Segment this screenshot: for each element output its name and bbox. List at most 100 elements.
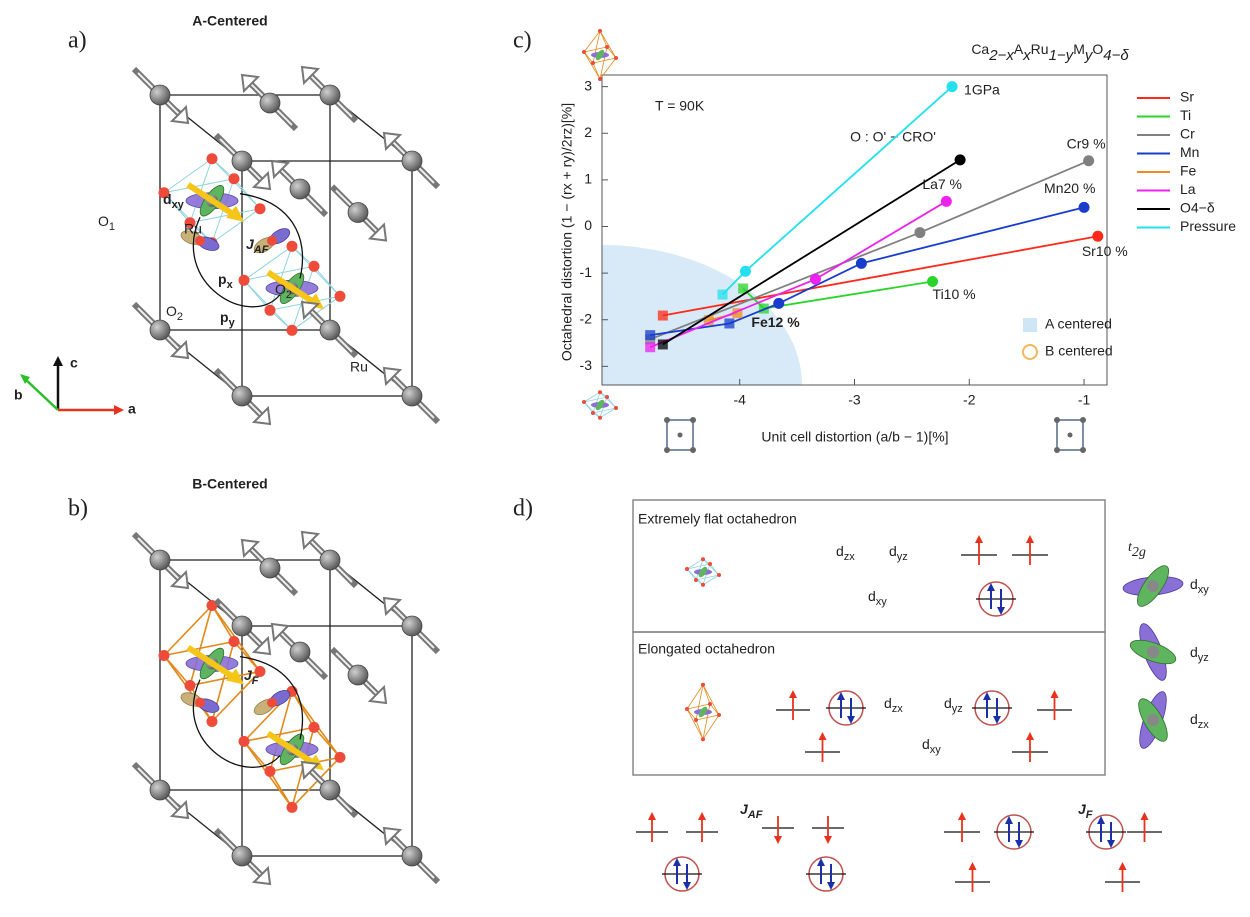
point xyxy=(645,342,655,352)
x-tick-label: -1 xyxy=(1078,392,1091,408)
orbital-label-main: d xyxy=(868,588,876,604)
arrow-head xyxy=(648,812,656,820)
orbital-label-main: d xyxy=(1190,711,1198,727)
octahedron-edge xyxy=(314,266,340,296)
oxygen-atom xyxy=(309,722,320,733)
ru-atom xyxy=(232,151,252,171)
ru-atom xyxy=(320,320,340,340)
mini-edge xyxy=(687,709,696,720)
ru-atom xyxy=(402,616,422,636)
octahedron-edge xyxy=(244,280,270,310)
end-label: Mn20 % xyxy=(1044,180,1095,196)
ru-atom xyxy=(260,558,280,578)
legend-label: A centered xyxy=(1045,316,1112,332)
oxygen-atom xyxy=(229,173,240,184)
cell-icon-atom xyxy=(1054,447,1060,453)
orbital-label-sub: xy xyxy=(876,596,888,608)
axis-label: a xyxy=(128,401,136,417)
y-tick-label: 2 xyxy=(584,124,592,140)
coupling-label-sub: AF xyxy=(747,809,763,821)
coupling-label: JF xyxy=(1078,801,1093,821)
t2g-label-sub: 2g xyxy=(1132,545,1146,560)
legend-label: La xyxy=(1180,181,1196,197)
orbital-label-main: d xyxy=(922,736,930,752)
layer: a)A-CentereddxyO1RuJAFpxO2O2pyRucbab)B-C… xyxy=(14,13,1236,892)
mini-atom xyxy=(717,713,721,717)
orbital-label: dzx xyxy=(1190,711,1209,731)
legend-label: Cr xyxy=(1180,126,1195,142)
mini-edge xyxy=(710,564,719,575)
orbital-label-sub: yz xyxy=(952,703,963,715)
orbital-label-sub: zx xyxy=(1198,719,1210,731)
legend-label: Sr xyxy=(1180,89,1194,105)
spin xyxy=(242,540,296,594)
atom-label-sub: 2 xyxy=(286,289,292,301)
ru-atom xyxy=(348,665,368,685)
spin xyxy=(216,600,270,654)
orbital-label: py xyxy=(220,309,236,329)
axis-label: b xyxy=(14,387,23,403)
arrow-head xyxy=(1051,690,1059,698)
cell-icon-atom xyxy=(1054,417,1060,423)
axis-head xyxy=(114,405,124,415)
orbital-label: dxy xyxy=(868,588,887,608)
point xyxy=(955,154,966,165)
legend-label: Pressure xyxy=(1180,218,1236,234)
series-line xyxy=(723,87,953,295)
figure: a)A-CentereddxyO1RuJAFpxO2O2pyRucbab)B-C… xyxy=(0,0,1250,917)
mini-atom xyxy=(582,50,586,54)
spin xyxy=(216,370,270,424)
arrow-head xyxy=(1119,862,1127,870)
orbital-label-main: d xyxy=(944,695,952,711)
legend-label: B centered xyxy=(1045,343,1113,359)
orbital-label: dxy xyxy=(163,191,185,211)
atom-label-main: O xyxy=(166,303,177,319)
mini-edge xyxy=(703,685,710,704)
arrow-head xyxy=(958,812,966,820)
point xyxy=(810,274,821,285)
oxygen-atom xyxy=(185,680,196,691)
panel-label: d) xyxy=(513,496,533,522)
axis-head xyxy=(53,356,63,366)
cell-icon-atom xyxy=(678,433,683,438)
spin xyxy=(242,75,296,129)
mini-atom xyxy=(708,702,712,706)
panel-title: B-Centered xyxy=(192,476,267,492)
oxygen-atom xyxy=(159,650,170,661)
box-title: Elongated octahedron xyxy=(638,641,775,657)
cell-icon-atom xyxy=(664,417,670,423)
orbital-core xyxy=(1147,580,1159,592)
orbital-core xyxy=(1147,714,1159,726)
atom-label: Ru xyxy=(184,221,202,237)
box-title: Extremely flat octahedron xyxy=(638,511,797,527)
point xyxy=(658,339,668,349)
mini-atom xyxy=(694,718,698,722)
x-axis-label: Unit cell distortion (a/b − 1)[%] xyxy=(761,429,948,445)
orbital-label-sub: zx xyxy=(892,703,904,715)
mini-atom xyxy=(614,56,618,60)
end-label: Fe12 % xyxy=(751,314,800,330)
legend-label: Mn xyxy=(1180,144,1199,160)
point xyxy=(856,258,867,269)
spin xyxy=(302,532,356,586)
arrow-head xyxy=(1141,812,1149,820)
arrow-head xyxy=(789,690,797,698)
mini-edge xyxy=(593,63,600,79)
end-label: O : O' − CRO' xyxy=(850,129,936,145)
orbital-label-main: d xyxy=(884,695,892,711)
spin xyxy=(384,598,438,652)
ru-atom xyxy=(150,85,170,105)
ru-atom xyxy=(348,203,368,223)
legend-label: Fe xyxy=(1180,163,1197,179)
point xyxy=(914,227,925,238)
oxygen-atom xyxy=(267,236,277,246)
spin xyxy=(332,187,386,241)
end-label: Cr9 % xyxy=(1067,135,1106,151)
octahedron-edge xyxy=(314,727,340,757)
spin xyxy=(384,368,438,422)
spin xyxy=(384,828,438,882)
ru-atom xyxy=(150,320,170,340)
spin xyxy=(384,133,438,187)
mini-atom xyxy=(708,562,712,566)
exchange-path xyxy=(193,680,280,768)
